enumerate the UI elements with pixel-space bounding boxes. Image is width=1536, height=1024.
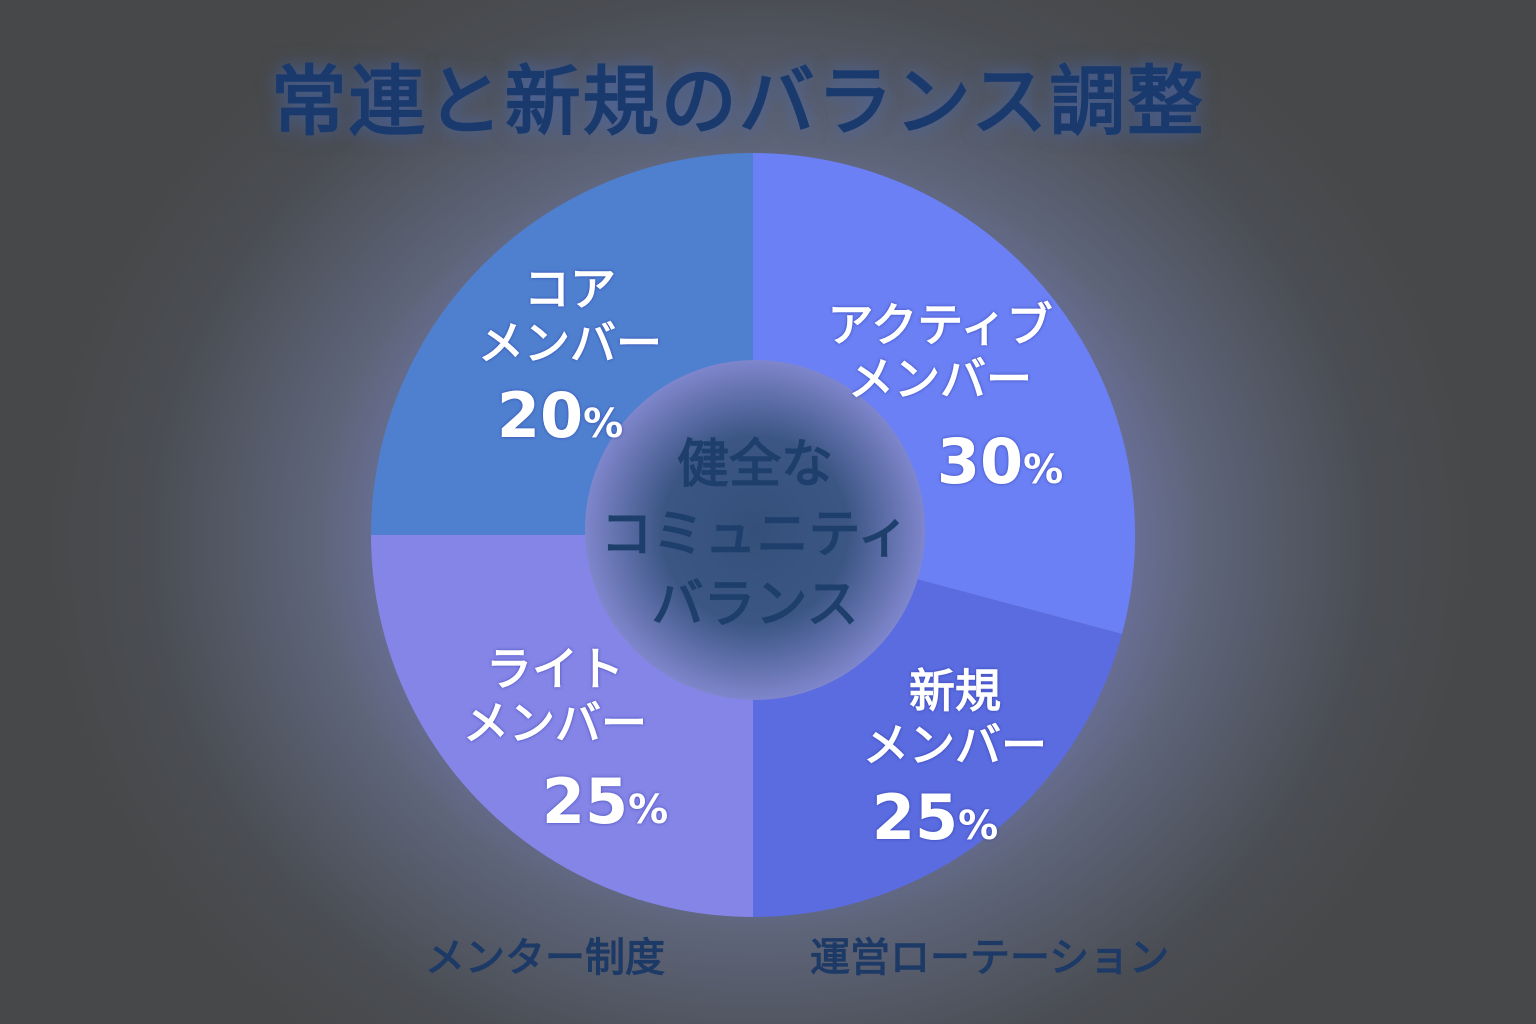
segment-percent: 20% <box>496 379 624 452</box>
segment-name-line2: メンバー <box>848 352 1032 406</box>
segment-name-line1: 新規 <box>909 664 1001 718</box>
center-label: 健全な コミュニティ バランス <box>585 430 925 640</box>
segment-name-line1: コア <box>524 262 616 316</box>
donut-hole <box>585 360 925 700</box>
segment-name-line2: メンバー <box>463 696 647 750</box>
center-line-1: 健全な <box>676 435 833 495</box>
segment-name-line1: ライト <box>486 642 624 696</box>
label-active-members: アクティブ メンバー 30% <box>800 298 1080 508</box>
annotation-operation-rotation: 運営ローテーション <box>810 935 1170 981</box>
segment-percent: 25% <box>541 765 669 838</box>
annotation-mentor-system: メンター制度 <box>425 935 665 981</box>
segment-percent: 25% <box>871 781 999 854</box>
segment-percent: 30% <box>936 425 1064 498</box>
center-line-2: コミュニティ <box>600 505 910 565</box>
segment-name-line1: アクティブ <box>827 298 1053 352</box>
chart-title: 常連と新規のバランス調整 <box>270 57 1206 146</box>
label-light-members: ライト メンバー 25% <box>420 642 690 848</box>
segment-name-line2: メンバー <box>478 316 662 370</box>
label-core-members: コア メンバー 20% <box>440 262 700 462</box>
label-new-members: 新規 メンバー 25% <box>820 664 1090 864</box>
center-line-3: バランス <box>651 575 859 635</box>
segment-name-line2: メンバー <box>863 718 1047 772</box>
